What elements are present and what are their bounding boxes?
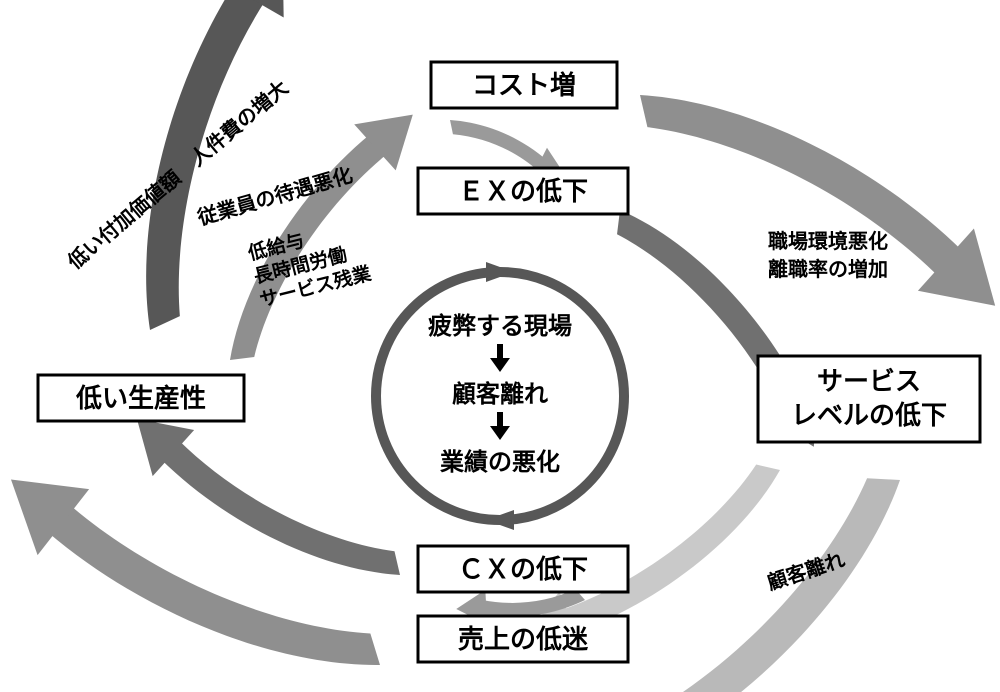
center-line-1: 疲弊する現場 [428,312,572,340]
svg-text:コスト増: コスト増 [472,70,576,100]
svg-text:離職率の増加: 離職率の増加 [768,257,888,281]
node-productivity: 低い生産性 [38,375,244,421]
svg-text:ＥＸの低下: ＥＸの低下 [458,176,588,206]
node-cx: ＣＸの低下 [418,546,628,592]
center-line-3: 業績の悪化 [440,448,560,476]
anno-a4: 職場環境悪化 離職率の増加 [768,229,888,281]
node-ex: ＥＸの低下 [418,168,628,214]
center-line-2: 顧客離れ [452,380,548,408]
node-service: サービス レベルの低下 [758,356,980,442]
svg-text:サービス: サービス [817,366,921,396]
svg-text:ＣＸの低下: ＣＸの低下 [458,554,588,584]
node-cost: コスト増 [431,62,617,108]
svg-text:売上の低迷: 売上の低迷 [458,624,589,654]
svg-text:職場環境悪化: 職場環境悪化 [768,229,888,253]
node-sales: 売上の低迷 [418,616,628,662]
svg-text:レベルの低下: レベルの低下 [791,400,947,430]
svg-text:低い生産性: 低い生産性 [75,383,206,413]
